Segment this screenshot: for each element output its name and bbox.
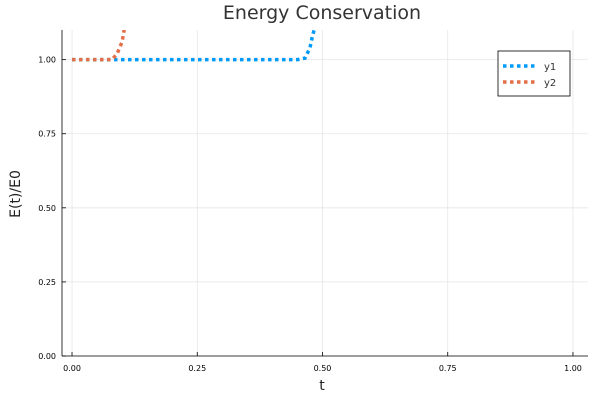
y-tick-label-1: 0.25 [38, 278, 56, 287]
series-line-y1 [72, 30, 316, 62]
x-axis-label: t [319, 378, 325, 394]
x-tick-label-3: 0.75 [439, 364, 457, 373]
axes [61, 30, 588, 357]
y-tick-label-4: 1.00 [38, 56, 56, 65]
legend-label-y2: y2 [544, 78, 556, 89]
series-lines [72, 30, 316, 62]
x-tick-label-4: 1.00 [564, 364, 582, 373]
x-tick-label-2: 0.50 [314, 364, 332, 373]
y-tick-label-3: 0.75 [38, 130, 56, 139]
y-axis-label: E(t)/E0 [8, 170, 24, 218]
legend-box [497, 50, 571, 97]
tick-labels: 0.00 0.25 0.50 0.75 1.00 0.00 0.25 0.50 0.75 1.00 [38, 56, 582, 373]
x-tick-label-0: 0.00 [63, 364, 81, 373]
legend-label-y1: y1 [544, 62, 556, 73]
series-line-y2 [72, 30, 126, 62]
legend: y1 y2 [497, 50, 571, 97]
y-tick-label-0: 0.00 [38, 352, 56, 361]
y-tick-label-2: 0.50 [38, 204, 56, 213]
chart-title: Energy Conservation [223, 2, 421, 24]
x-tick-label-1: 0.25 [188, 364, 206, 373]
